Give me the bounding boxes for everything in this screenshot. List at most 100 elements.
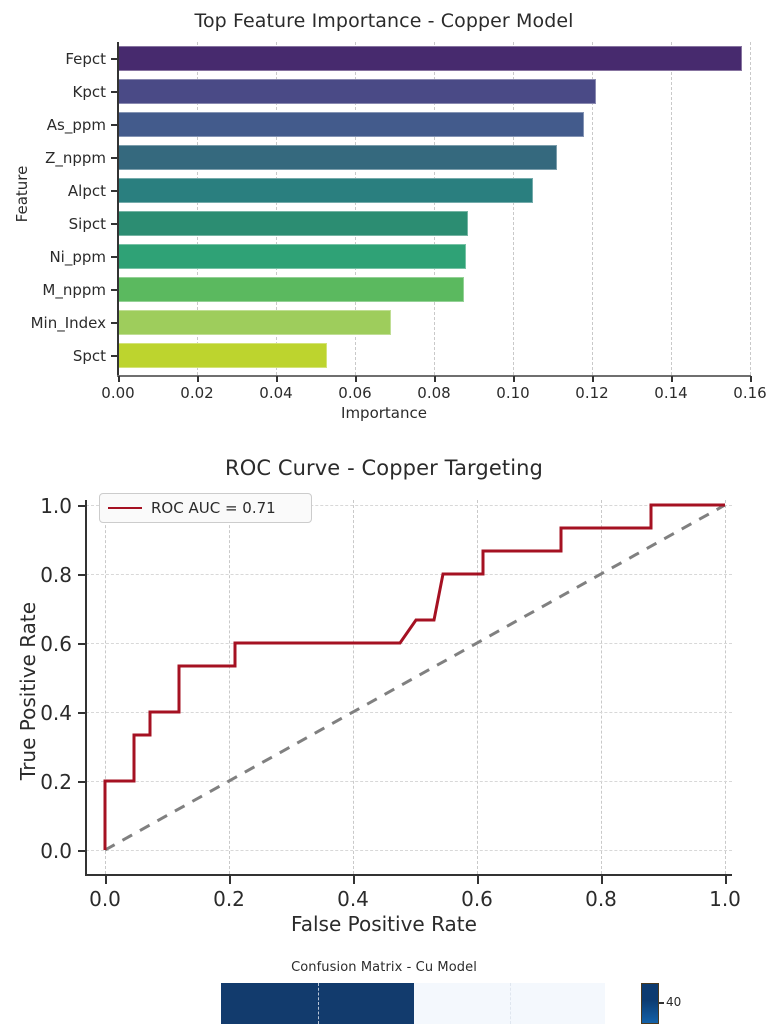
gridline-x [105,500,106,874]
y-tickmark [78,712,86,714]
confusion-cell [414,983,510,1024]
x-ticklabel: 0.12 [575,384,609,402]
y-axis-label: Feature [13,165,31,223]
bar-as-ppm [118,112,584,137]
x-ticklabel: 0.02 [180,384,214,402]
bar-m-nppm [118,277,464,302]
x-ticklabel: 0.10 [496,384,530,402]
x-ticklabel: 0.4 [337,887,369,911]
y-ticklabel-min-index: Min_Index [30,314,106,332]
bar-fepct [118,46,742,71]
y-tickmark [111,58,118,60]
x-tickmark [355,376,357,382]
gridline-y [86,574,732,575]
x-tickmark [229,876,231,884]
gridline-x [229,500,230,874]
colorbar-tickmark [659,1002,664,1004]
x-ticklabel: 0.06 [338,384,372,402]
y-tickmark [78,850,86,852]
gridline-y [86,643,732,644]
bar-min-index [118,310,391,335]
y-tickmark [111,91,118,93]
y-tickmark [111,124,118,126]
y-ticklabel-kpct: Kpct [72,83,107,101]
legend-label: ROC AUC = 0.71 [151,499,276,517]
y-tickmark [111,190,118,192]
y-ticklabel-z-nppm: Z_nppm [45,149,106,167]
x-ticklabel: 0.2 [213,887,245,911]
x-tickmark [477,876,479,884]
x-axis-spine [117,375,751,377]
bar-spct [118,343,327,368]
gridline-x [601,500,602,874]
gridline-y [86,850,732,851]
chart-title: Confusion Matrix - Cu Model [291,960,477,975]
y-ticklabel-as-ppm: As_ppm [46,116,106,134]
x-ticklabel: 0.8 [585,887,617,911]
chart-title: ROC Curve - Copper Targeting [225,456,543,480]
confusion-cell [510,983,605,1024]
gridline-x [513,42,514,375]
y-ticklabel: 0.4 [40,701,72,725]
x-ticklabel: 0.16 [733,384,767,402]
y-ticklabel-sipct: Sipct [68,215,106,233]
y-tickmark [78,574,86,576]
matrix-gridline [510,983,511,1024]
x-tickmark [353,876,355,884]
roc-curve-line [103,503,725,850]
x-ticklabel: 0.04 [259,384,293,402]
gridline-x [750,42,751,375]
x-tickmark [434,376,436,382]
gridline-x [671,42,672,375]
y-ticklabel: 0.8 [40,563,72,587]
bar-ni-ppm [118,244,466,269]
x-tickmark [750,376,752,382]
x-ticklabel: 1.0 [709,887,741,911]
gridline-y [86,781,732,782]
y-ticklabel: 0.0 [40,839,72,863]
gridline-x [276,42,277,375]
bar-kpct [118,79,596,104]
x-tickmark [118,376,120,382]
x-ticklabel: 0.00 [101,384,135,402]
bar-z-nppm [118,145,557,170]
x-tickmark [725,876,727,884]
x-tickmark [276,376,278,382]
x-axis-spine [85,874,732,876]
gridline-x [355,42,356,375]
gridline-x [477,500,478,874]
x-tickmark [671,376,673,382]
y-axis-spine [85,500,87,875]
legend-color-swatch [108,507,142,509]
gridline-x [197,42,198,375]
x-ticklabel: 0.08 [417,384,451,402]
chart-title: Top Feature Importance - Copper Model [194,10,574,32]
x-ticklabel: 0.0 [89,887,121,911]
roc-curve-chart: ROC Curve - Copper Targeting ROC AUC = 0… [0,440,768,940]
y-tickmark [111,223,118,225]
feature-importance-chart: Top Feature Importance - Copper Model Fe… [0,0,768,430]
roc-legend[interactable]: ROC AUC = 0.71 [99,493,312,523]
x-tickmark [592,376,594,382]
x-tickmark [513,376,515,382]
y-ticklabel: 0.2 [40,770,72,794]
chance-diagonal-line [104,503,726,852]
y-tickmark [111,355,118,357]
x-ticklabel: 0.14 [654,384,688,402]
gridline-x [434,42,435,375]
gridline-y [86,505,732,506]
y-ticklabel-ni-ppm: Ni_ppm [49,248,106,266]
y-tickmark [111,322,118,324]
confusion-matrix-chart: Confusion Matrix - Cu Model 40 [0,940,768,1024]
y-tickmark [78,643,86,645]
y-ticklabel-fepct: Fepct [65,50,106,68]
y-axis-spine [117,42,119,376]
x-tickmark [601,876,603,884]
x-ticklabel: 0.6 [461,887,493,911]
x-axis-label: False Positive Rate [291,912,477,936]
bar-sipct [118,211,468,236]
gridline-x [725,500,726,874]
matrix-gridline [318,983,319,1024]
y-axis-label: True Positive Rate [16,601,40,781]
y-tickmark [78,781,86,783]
